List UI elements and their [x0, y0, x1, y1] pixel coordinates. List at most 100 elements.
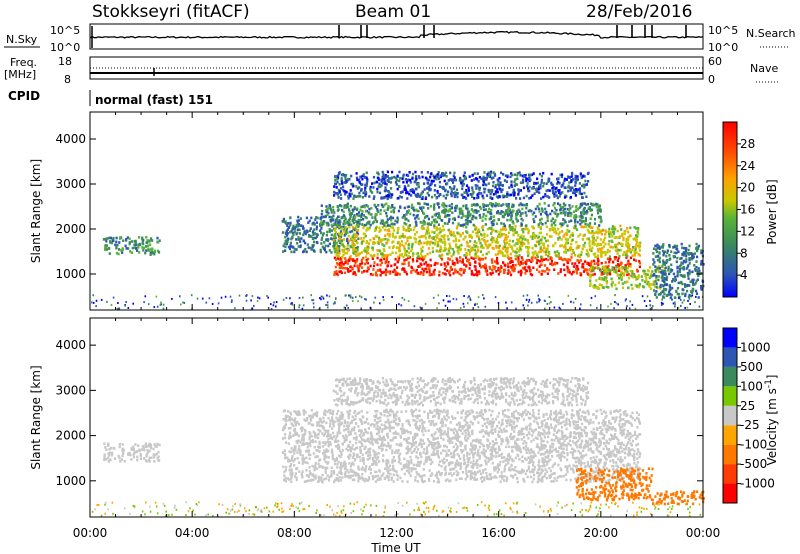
data-cell: [476, 303, 478, 305]
data-cell: [499, 480, 502, 483]
data-cell: [400, 304, 403, 307]
data-cell: [320, 220, 323, 223]
data-cell: [182, 301, 184, 304]
data-cell: [335, 241, 338, 245]
data-cell: [688, 272, 691, 276]
data-cell: [338, 263, 341, 266]
data-cell: [401, 177, 404, 180]
data-cell: [618, 267, 621, 270]
data-cell: [452, 187, 455, 191]
data-cell: [502, 268, 506, 272]
data-cell: [547, 178, 550, 182]
data-cell: [390, 210, 393, 213]
data-cell: [575, 240, 578, 244]
data-cell: [650, 272, 653, 276]
data-cell: [589, 283, 592, 287]
data-cell: [367, 248, 370, 251]
data-cell: [531, 480, 534, 484]
data-cell: [489, 243, 492, 246]
data-cell: [447, 228, 450, 232]
data-cell: [401, 268, 404, 271]
data-cell: [627, 262, 630, 266]
data-cell: [540, 181, 543, 184]
data-cell: [143, 301, 145, 304]
data-cell: [423, 442, 426, 445]
data-cell: [627, 245, 630, 248]
data-cell: [471, 174, 474, 177]
data-cell: [334, 297, 337, 300]
data-cell: [107, 456, 110, 460]
data-cell: [538, 202, 541, 206]
data-cell: [664, 273, 667, 276]
data-cell: [433, 203, 436, 206]
data-cell: [700, 263, 703, 266]
data-cell: [380, 261, 383, 264]
data-cell: [590, 208, 594, 212]
data-cell: [531, 251, 534, 254]
data-cell: [506, 262, 510, 266]
data-cell: [679, 257, 682, 260]
data-cell: [357, 269, 360, 272]
nsearch-label: N.Search: [746, 27, 796, 40]
data-cell: [439, 247, 443, 250]
data-cell: [353, 207, 356, 211]
data-cell: [361, 262, 364, 265]
data-cell: [342, 238, 346, 241]
data-cell: [465, 252, 468, 255]
data-cell: [691, 278, 694, 282]
data-cell: [544, 194, 547, 198]
data-cell: [478, 414, 481, 417]
data-cell: [365, 229, 368, 232]
data-cell: [127, 247, 130, 250]
data-cell: [585, 252, 588, 256]
data-cell: [635, 251, 638, 254]
data-cell: [386, 229, 389, 232]
data-cell: [565, 240, 568, 243]
data-cell: [344, 192, 347, 196]
data-cell: [133, 451, 136, 454]
data-cell: [565, 178, 568, 181]
data-cell: [502, 222, 505, 226]
data-cell: [552, 221, 555, 225]
data-cell: [537, 433, 540, 437]
data-cell: [562, 218, 565, 221]
data-cell: [486, 174, 489, 178]
data-cell: [524, 261, 527, 264]
data-cell: [554, 223, 557, 227]
data-cell: [663, 250, 666, 253]
data-cell: [141, 240, 144, 244]
data-cell: [582, 225, 585, 229]
data-cell: [511, 428, 514, 431]
data-cell: [494, 204, 497, 208]
data-cell: [420, 192, 423, 195]
data-cell: [155, 452, 158, 456]
data-cell: [342, 244, 345, 248]
data-cell: [685, 247, 688, 250]
data-cell: [592, 436, 595, 439]
data-cell: [432, 270, 435, 274]
data-cell: [355, 228, 358, 232]
data-cell: [649, 266, 652, 269]
data-cell: [450, 187, 453, 190]
data-cell: [285, 232, 288, 235]
data-cell: [456, 261, 459, 264]
data-cell: [409, 212, 412, 216]
data-cell: [594, 239, 598, 242]
data-cell: [133, 246, 136, 249]
data-cell: [539, 263, 542, 266]
data-cell: [404, 253, 407, 256]
data-cell: [552, 186, 555, 189]
data-cell: [398, 185, 401, 188]
data-cell: [388, 192, 392, 196]
data-cell: [509, 211, 512, 215]
data-cell: [571, 172, 574, 176]
data-cell: [364, 250, 367, 253]
data-cell: [501, 228, 504, 231]
data-cell: [563, 268, 566, 272]
data-cell: [614, 257, 617, 261]
data-cell: [536, 181, 540, 185]
data-cell: [631, 303, 634, 306]
data-cell: [377, 185, 380, 188]
data-cell: [559, 222, 562, 225]
